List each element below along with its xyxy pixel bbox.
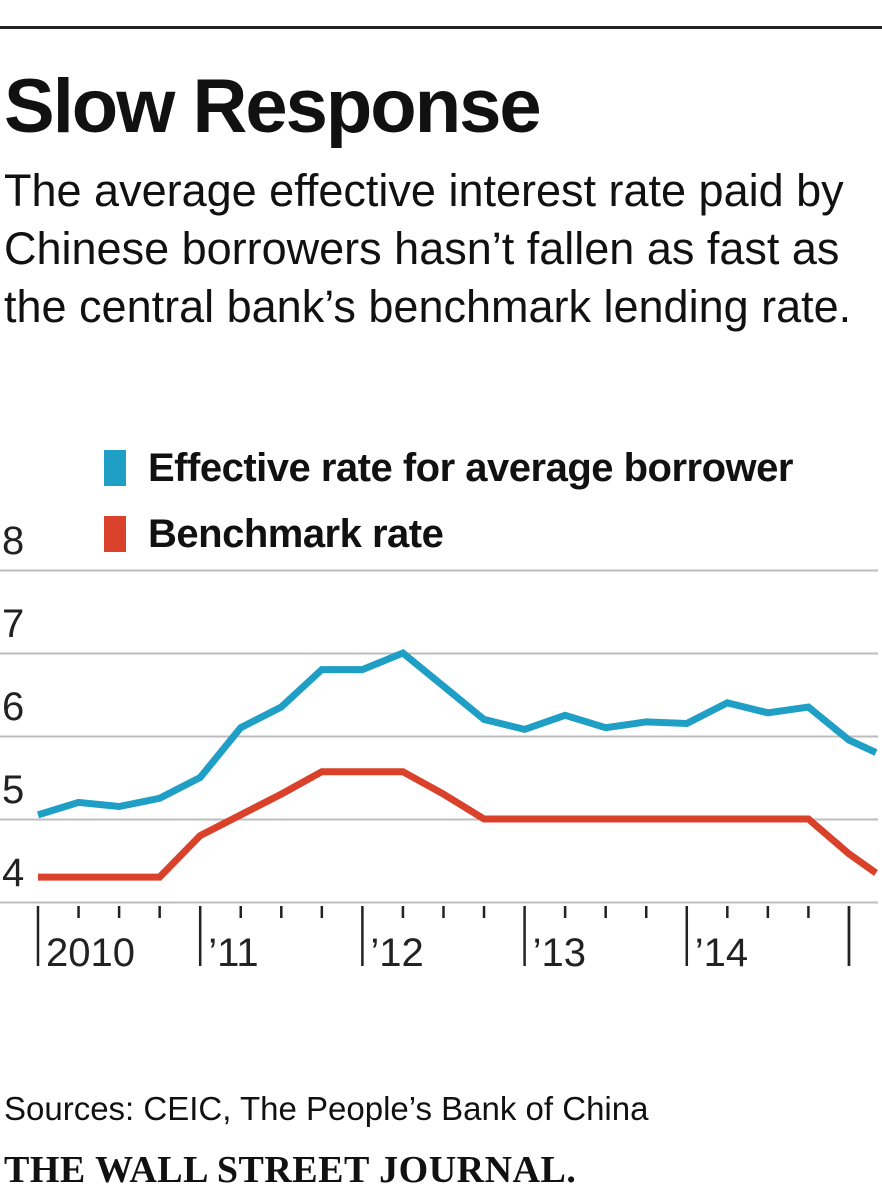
source-note: Sources: CEIC, The People’s Bank of Chin… (4, 1090, 649, 1127)
legend-item-effective-rate: Effective rate for average borrower (104, 443, 793, 493)
publisher-logo: THE WALL STREET JOURNAL. (4, 1149, 577, 1191)
x-tick-label-13: ’13 (533, 931, 586, 975)
y-tick-label-8: 8 (2, 519, 24, 563)
legend-swatch-benchmark-rate (104, 516, 126, 552)
x-tick-label-2010: 2010 (46, 931, 135, 975)
legend-label-effective-rate: Effective rate for average borrower (148, 445, 793, 490)
y-tick-label-5: 5 (2, 768, 24, 812)
x-tick-label-14: ’14 (695, 931, 748, 975)
line-chart: 456789%2010’11’12’13’14 (0, 519, 879, 975)
y-tick-label-6: 6 (2, 685, 24, 729)
series-line-benchmark-rate (38, 768, 879, 881)
chart-title: Slow Response (4, 64, 542, 149)
legend-label-benchmark-rate: Benchmark rate (148, 511, 444, 556)
chart-subtitle: The average effective interest rate paid… (4, 165, 852, 332)
y-tick-label-4: 4 (2, 851, 24, 895)
series-line-effective-rate (36, 648, 878, 819)
top-rule (0, 26, 882, 29)
x-tick-label-12: ’12 (370, 931, 423, 975)
legend-swatch-effective-rate (104, 450, 126, 486)
legend-item-benchmark-rate: Benchmark rate (104, 509, 444, 559)
y-tick-label-7: 7 (2, 602, 24, 646)
x-tick-label-11: ’11 (208, 931, 258, 975)
